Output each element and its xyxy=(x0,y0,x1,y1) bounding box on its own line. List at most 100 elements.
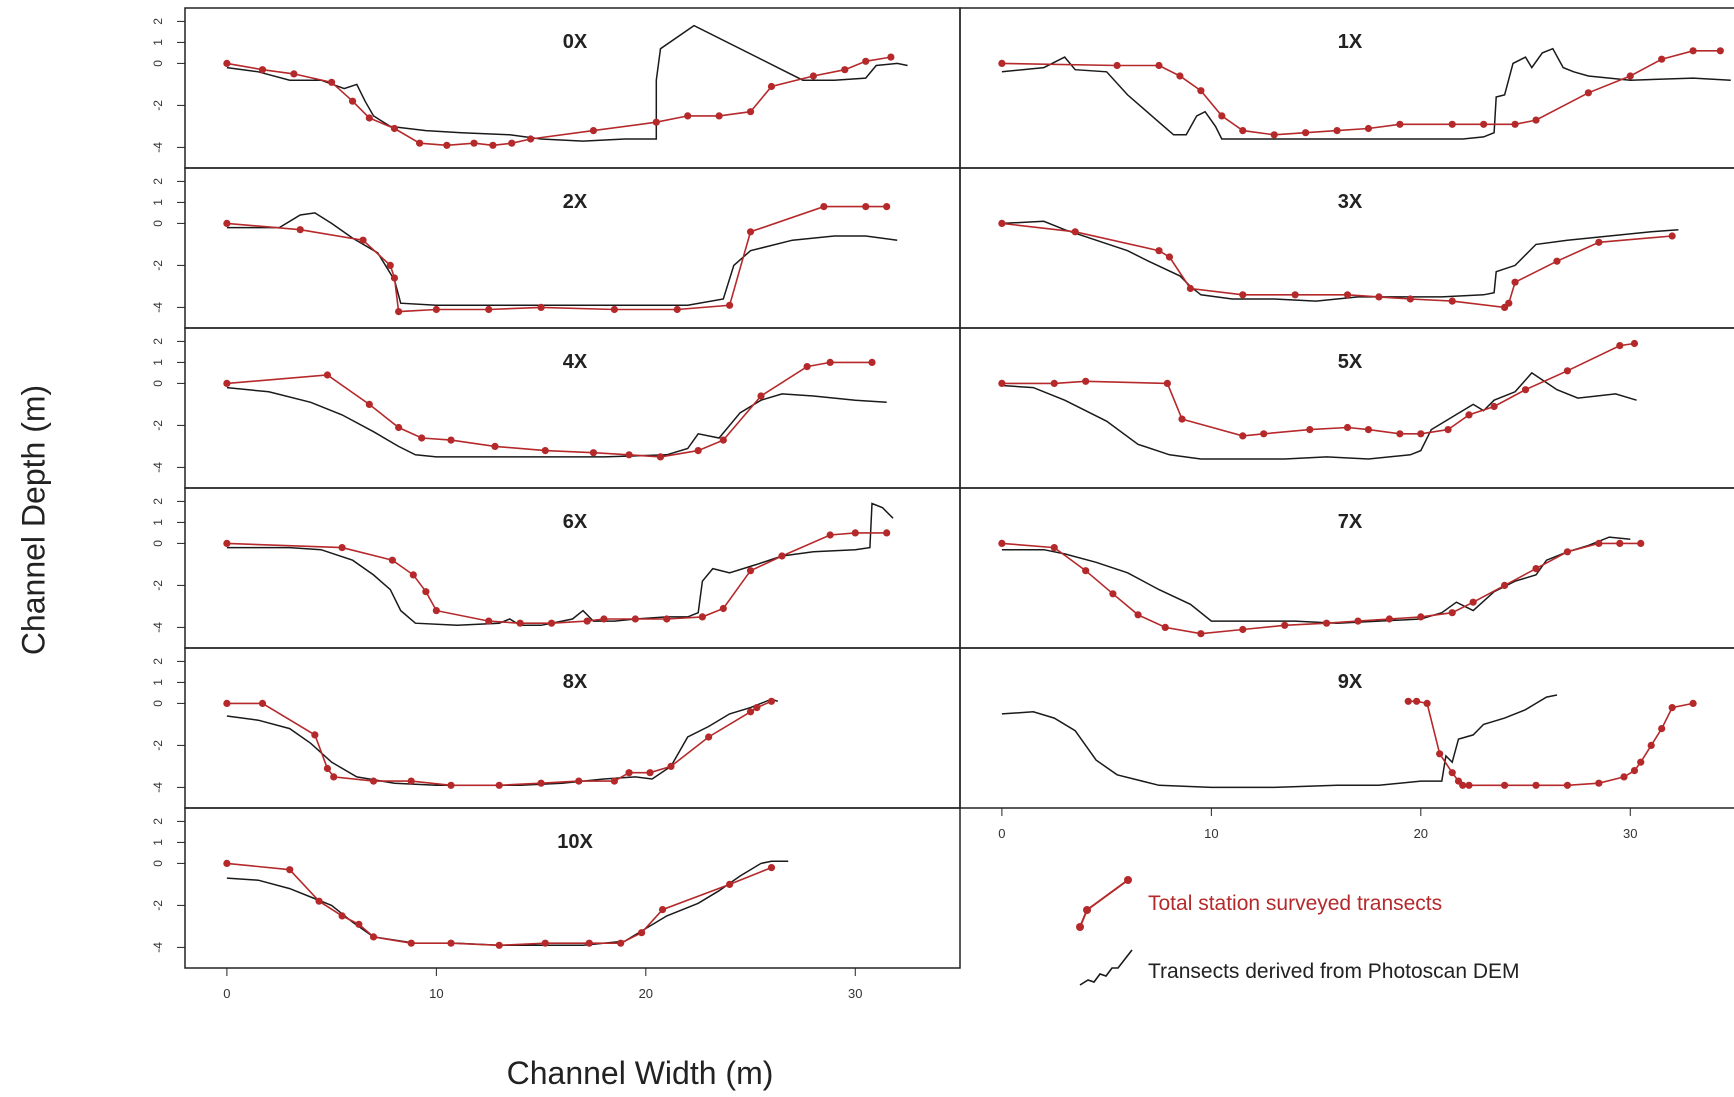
surveyed-point xyxy=(883,203,891,211)
surveyed-point xyxy=(725,301,734,309)
surveyed-point xyxy=(328,78,336,86)
surveyed-point xyxy=(369,777,378,785)
surveyed-point xyxy=(1197,630,1205,638)
surveyed-point xyxy=(1155,61,1163,70)
legend-label-surveyed: Total station surveyed transects xyxy=(1148,892,1442,915)
surveyed-point xyxy=(1626,72,1634,80)
surveyed-point xyxy=(663,615,671,623)
panel-4x: 4X 2 1 0 -2 -4 xyxy=(151,327,961,489)
surveyed-point xyxy=(1616,539,1624,548)
dem-transect-line xyxy=(226,698,779,787)
surveyed-transect-line xyxy=(226,862,772,947)
surveyed-point xyxy=(1281,621,1289,629)
dem-transect-line xyxy=(1001,47,1731,140)
surveyed-point xyxy=(1082,377,1090,385)
surveyed-point xyxy=(638,929,646,937)
y-tick-label: 1 xyxy=(151,199,165,206)
surveyed-point xyxy=(407,777,415,785)
y-tick-label: 1 xyxy=(151,359,165,366)
surveyed-transect-line xyxy=(1001,49,1721,136)
panel-label: 2X xyxy=(563,191,588,213)
panel-8x: 8X 2 1 0 -2 -4 xyxy=(151,647,961,809)
surveyed-point xyxy=(418,434,426,442)
surveyed-point xyxy=(1109,590,1117,598)
surveyed-point xyxy=(1668,232,1676,240)
y-tick-label: 1 xyxy=(151,519,165,526)
surveyed-point xyxy=(589,127,598,135)
surveyed-point xyxy=(355,920,363,928)
y-tick-label: -4 xyxy=(151,942,165,953)
panel-7x: 7X xyxy=(959,487,1734,649)
surveyed-point xyxy=(1165,253,1174,261)
surveyed-point xyxy=(820,203,828,211)
surveyed-point xyxy=(719,436,727,444)
surveyed-transect-line xyxy=(226,700,772,787)
surveyed-point xyxy=(1417,613,1425,621)
surveyed-point xyxy=(656,453,665,461)
surveyed-point xyxy=(851,529,859,537)
panel-frame xyxy=(184,807,961,969)
surveyed-point xyxy=(447,781,455,789)
surveyed-point xyxy=(296,226,304,234)
y-tick-label: -2 xyxy=(151,420,165,431)
surveyed-point xyxy=(753,704,761,712)
dem-transect-line xyxy=(226,212,898,307)
surveyed-transect-line xyxy=(1001,342,1635,437)
surveyed-point xyxy=(610,305,618,314)
surveyed-point xyxy=(1417,430,1425,438)
surveyed-transect-line xyxy=(226,361,872,458)
surveyed-point xyxy=(1260,430,1268,438)
surveyed-point xyxy=(1239,127,1247,135)
surveyed-point xyxy=(841,66,849,74)
surveyed-point xyxy=(1658,55,1666,63)
panel-label: 10X xyxy=(557,831,593,853)
surveyed-transect-line xyxy=(226,56,892,147)
y-tick-label: -2 xyxy=(151,740,165,751)
surveyed-point xyxy=(1637,758,1645,766)
surveyed-point xyxy=(1050,379,1058,387)
surveyed-point xyxy=(1071,228,1079,236)
surveyed-point xyxy=(1563,781,1572,789)
surveyed-point xyxy=(1178,415,1186,423)
surveyed-point xyxy=(1404,697,1412,705)
y-tick-label: 2 xyxy=(151,658,165,665)
panel-2x: 2X 2 1 0 -2 -4 xyxy=(151,167,961,329)
dem-transect-line xyxy=(1001,694,1558,789)
surveyed-point xyxy=(1448,120,1456,128)
surveyed-point xyxy=(537,303,545,311)
surveyed-transect-line xyxy=(1001,222,1673,309)
surveyed-point xyxy=(826,358,834,366)
surveyed-point xyxy=(390,124,399,133)
surveyed-point xyxy=(658,906,667,914)
surveyed-point xyxy=(1532,116,1540,124)
surveyed-point xyxy=(1637,539,1645,548)
surveyed-point xyxy=(359,236,367,244)
surveyed-point xyxy=(673,305,681,314)
surveyed-point xyxy=(1595,238,1603,246)
x-tick-label: 30 xyxy=(1623,826,1637,841)
panel-label: 9X xyxy=(1338,671,1363,693)
y-tick-label: 2 xyxy=(151,338,165,345)
surveyed-point xyxy=(422,588,430,596)
surveyed-point xyxy=(470,139,478,147)
surveyed-point xyxy=(323,764,332,773)
dem-transect-line xyxy=(1001,536,1631,624)
surveyed-point xyxy=(610,777,618,785)
surveyed-point xyxy=(887,53,895,61)
surveyed-point xyxy=(365,114,373,122)
surveyed-point xyxy=(631,615,639,623)
surveyed-point xyxy=(223,539,231,548)
surveyed-point xyxy=(1364,426,1373,434)
x-tick-label: 20 xyxy=(1414,826,1428,841)
surveyed-point xyxy=(286,866,294,874)
surveyed-point xyxy=(698,613,706,621)
y-tick-label: 0 xyxy=(151,860,165,867)
y-tick-label: 0 xyxy=(151,380,165,387)
surveyed-point xyxy=(1354,617,1362,625)
surveyed-point xyxy=(223,379,231,387)
surveyed-point xyxy=(495,941,503,949)
legend-key-surveyed-point xyxy=(1124,876,1132,884)
panel-6x: 6X 2 1 0 -2 -4 xyxy=(151,487,961,649)
surveyed-point xyxy=(1465,411,1473,419)
